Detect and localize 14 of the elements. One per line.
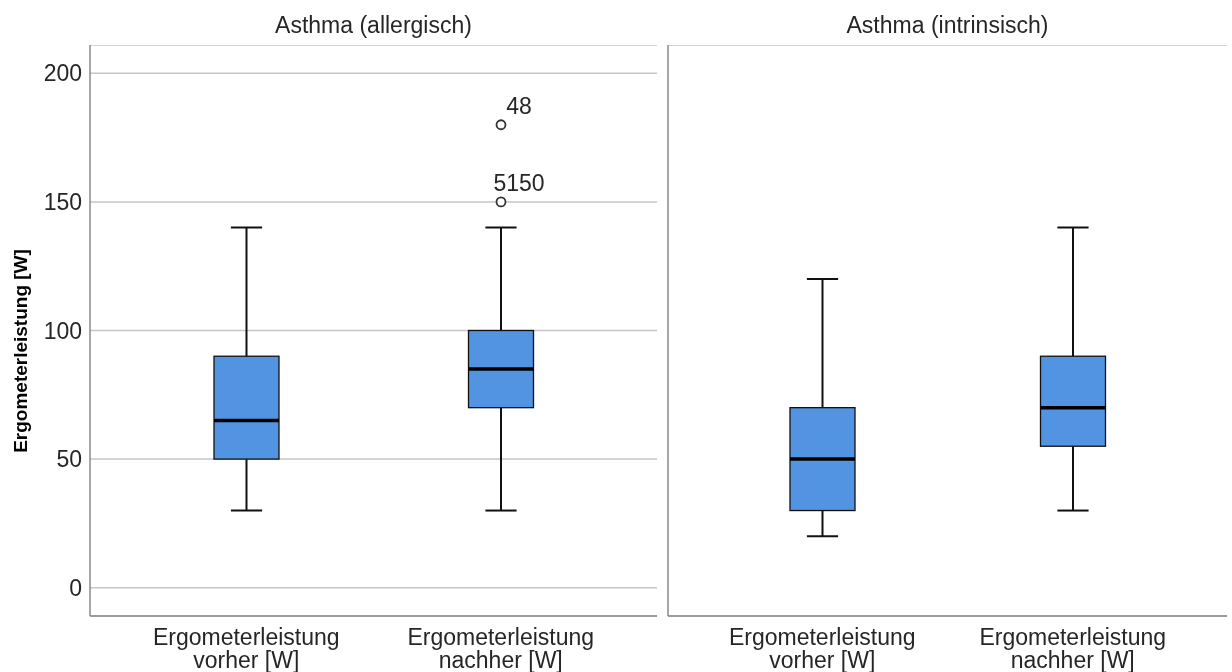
y-axis-title: Ergometerleistung [W] xyxy=(9,249,31,453)
x-tick-label: Ergometerleistung vorher [W] xyxy=(728,624,916,672)
annotation: 5150 xyxy=(493,169,545,196)
y-tick-label: 150 xyxy=(43,189,82,216)
y-tick-label: 50 xyxy=(56,446,82,473)
y-tick-label: 0 xyxy=(69,574,82,601)
y-tick-label: 100 xyxy=(43,317,82,344)
chart-title: Asthma (allergisch) xyxy=(274,12,473,38)
y-tick-label: 200 xyxy=(43,60,82,87)
chart-title: Asthma (intrinsisch) xyxy=(845,12,1050,38)
x-tick-label: Ergometerleistung nachher [W] xyxy=(407,624,595,672)
x-tick-label: Ergometerleistung vorher [W] xyxy=(152,624,340,672)
annotation: 48 xyxy=(506,92,532,119)
x-tick-label: Ergometerleistung nachher [W] xyxy=(979,624,1167,672)
